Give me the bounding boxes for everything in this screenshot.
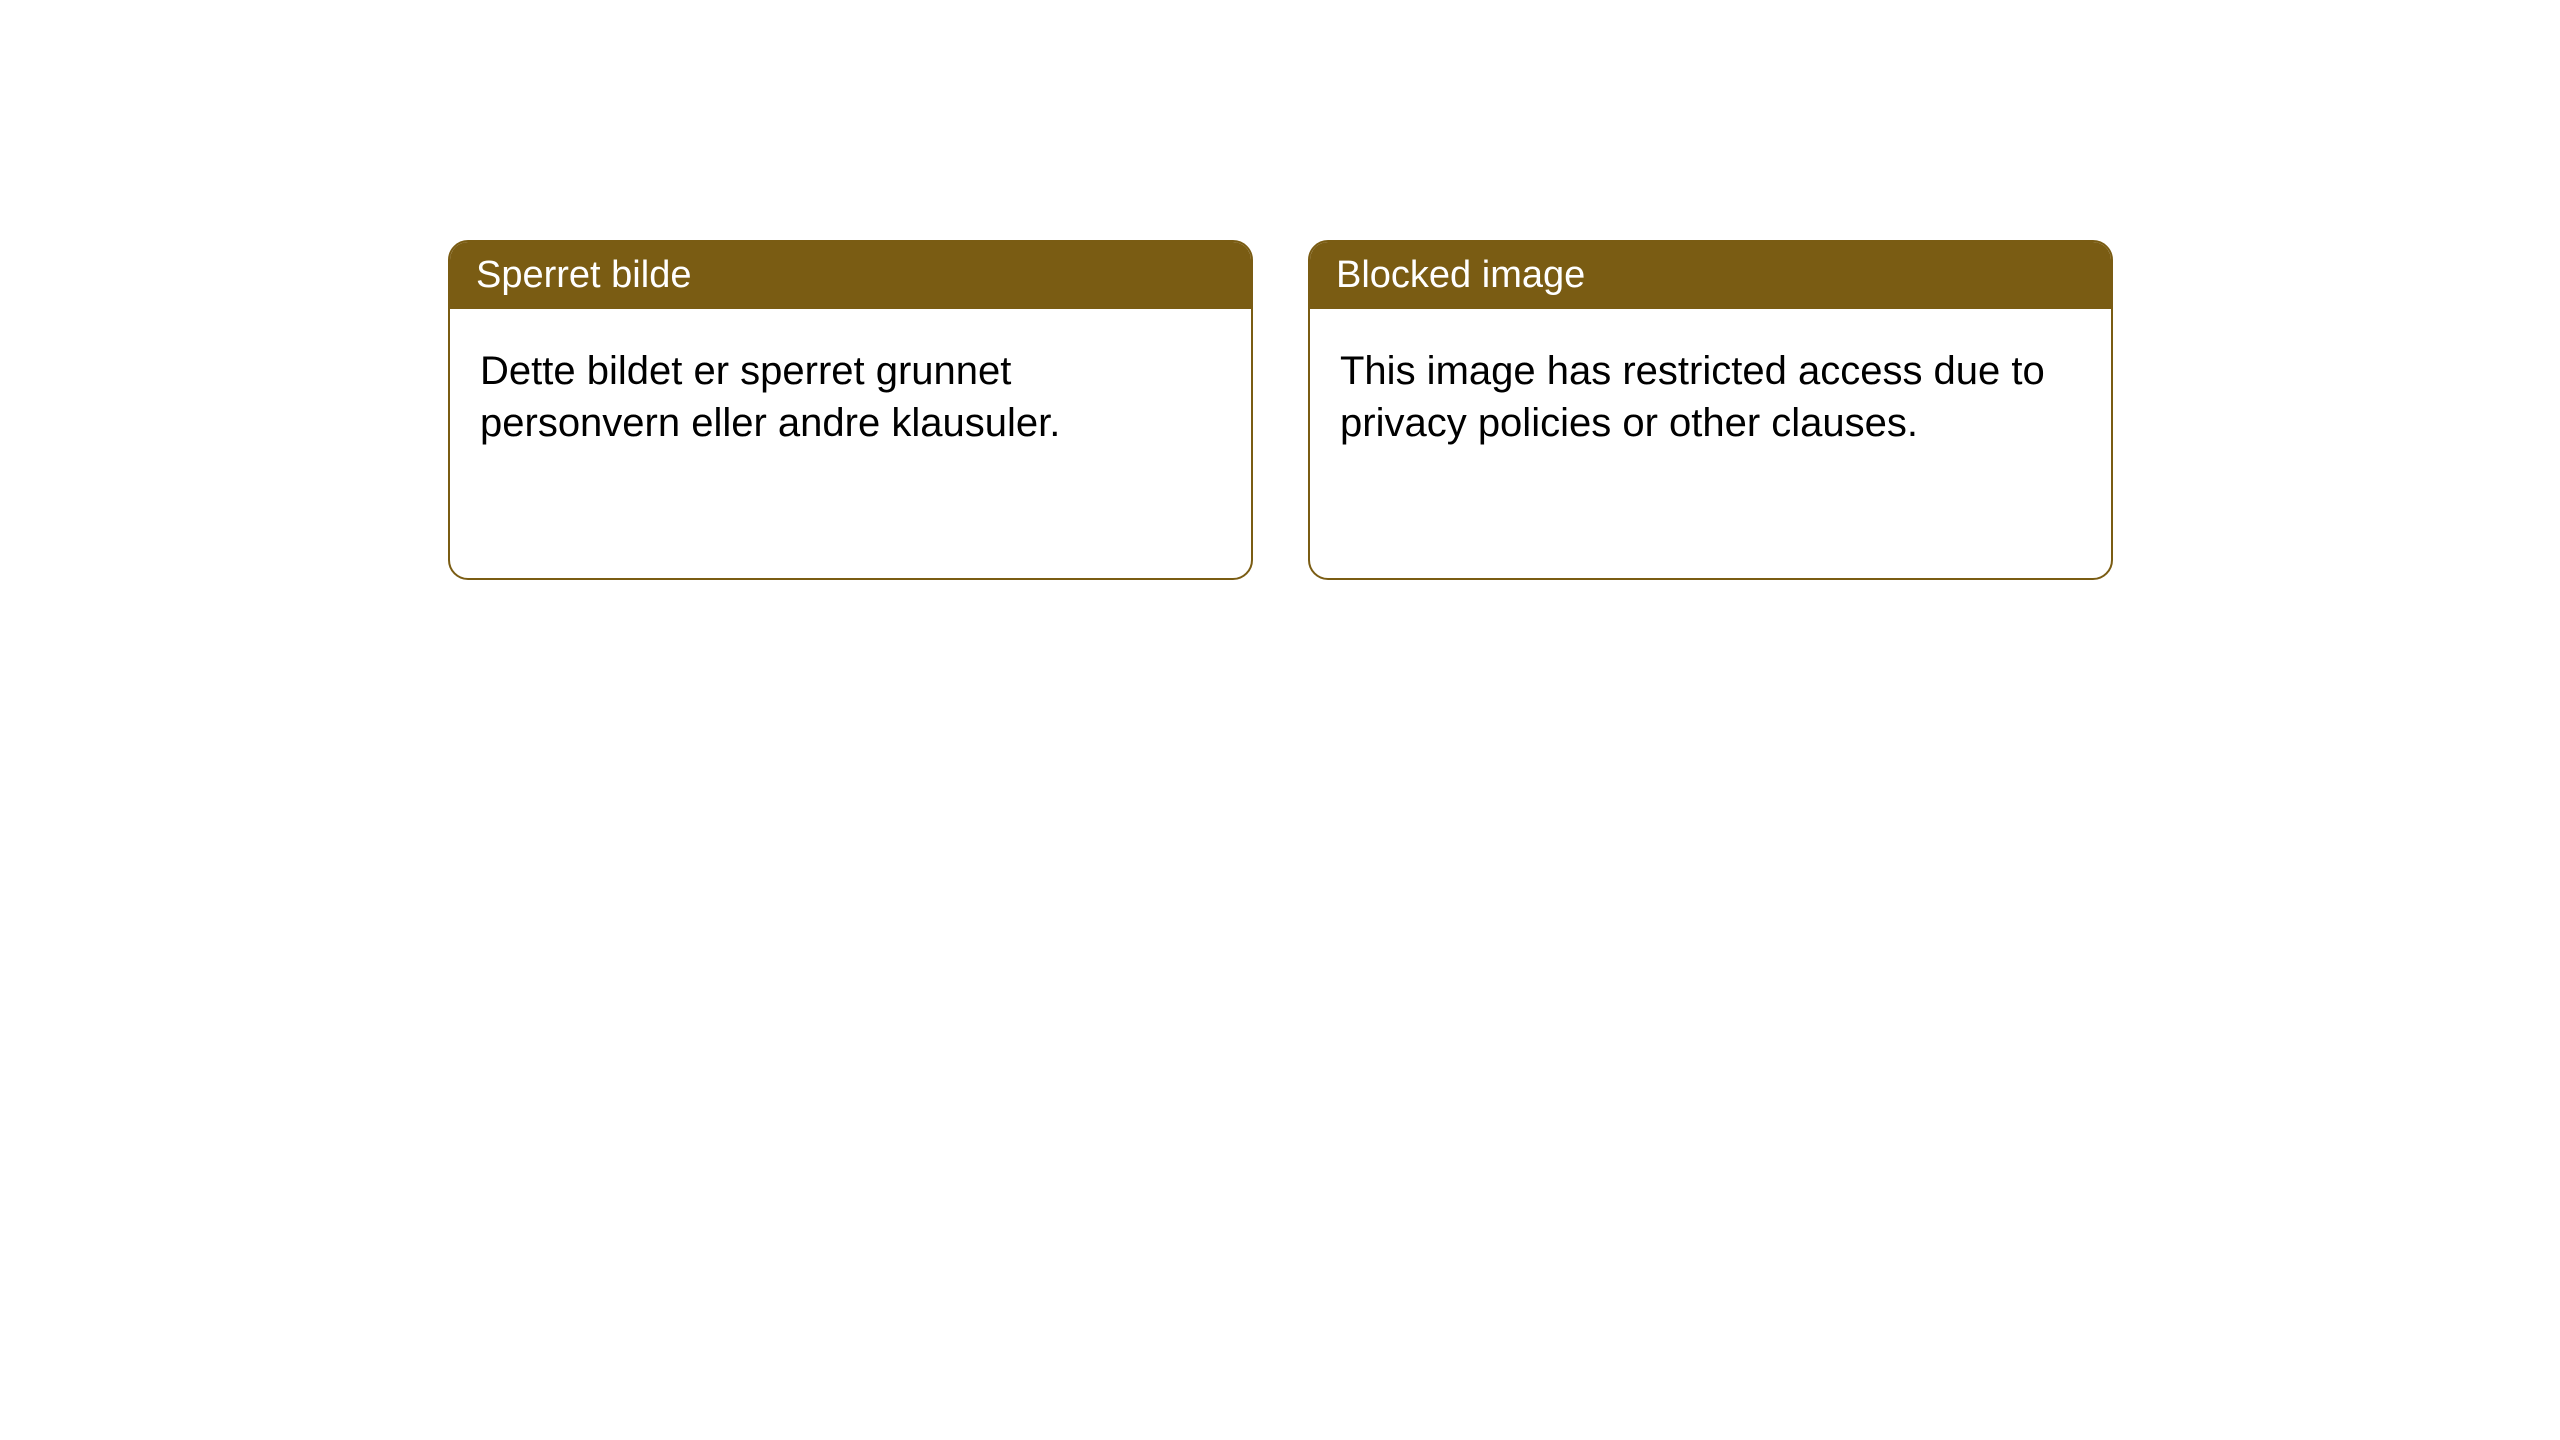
notice-header-no: Sperret bilde xyxy=(450,242,1251,309)
notice-body-en: This image has restricted access due to … xyxy=(1310,309,2111,485)
notice-box-en: Blocked image This image has restricted … xyxy=(1308,240,2113,580)
notice-header-en: Blocked image xyxy=(1310,242,2111,309)
notice-body-no: Dette bildet er sperret grunnet personve… xyxy=(450,309,1251,485)
notice-container: Sperret bilde Dette bildet er sperret gr… xyxy=(448,240,2113,580)
notice-box-no: Sperret bilde Dette bildet er sperret gr… xyxy=(448,240,1253,580)
